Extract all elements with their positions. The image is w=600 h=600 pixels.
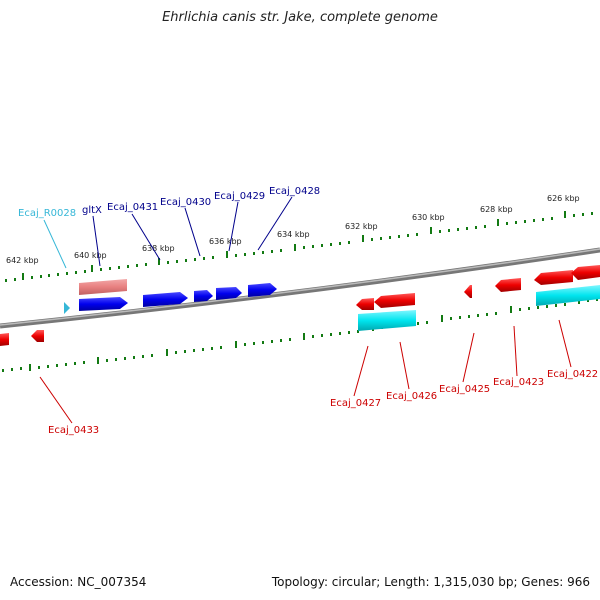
gene-label-gltx: gltX: [82, 205, 102, 216]
leader-line-0430: [184, 207, 201, 257]
cyan-feature-0422[interactable]: [536, 285, 600, 306]
scale-label-634: 634 kbp: [277, 230, 310, 239]
cyan-feature-0426[interactable]: [358, 310, 416, 331]
gene-0425[interactable]: [464, 285, 472, 298]
leader-line-r0028: [43, 219, 67, 269]
genome-title: Ehrlichia canis str. Jake, complete geno…: [162, 10, 438, 25]
gene-0427[interactable]: [356, 298, 374, 310]
genome-backbone-highlight: [0, 248, 600, 326]
rna-gene-r0028[interactable]: [64, 302, 70, 314]
leader-line-0433: [39, 376, 73, 424]
scale-label-640: 640 kbp: [74, 251, 107, 260]
gene-0422[interactable]: [534, 270, 573, 285]
leader-line-0431: [131, 213, 161, 261]
leader-line-0427: [353, 345, 369, 397]
gene-0423[interactable]: [495, 278, 521, 292]
leader-line-0422: [558, 319, 572, 368]
scale-label-642: 642 kbp: [6, 256, 39, 265]
gene-label-0426: Ecaj_0426: [386, 391, 437, 402]
gene-label-0433: Ecaj_0433: [48, 425, 99, 436]
leader-line-0426: [399, 341, 410, 390]
genome-summary: Topology: circular; Length: 1,315,030 bp…: [271, 575, 590, 589]
gene-0428[interactable]: [248, 283, 277, 297]
reverse-strand-features: [0, 265, 600, 346]
gene-0421[interactable]: [571, 265, 600, 280]
gene-labels-top: Ecaj_R0028 gltX Ecaj_0431 Ecaj_0430 Ecaj…: [18, 186, 320, 219]
leader-line-0429: [228, 201, 239, 252]
gene-gltx[interactable]: [79, 297, 128, 311]
leader-line-0428: [257, 196, 293, 251]
gene-0429[interactable]: [216, 287, 242, 300]
top-tick-ring: [5, 211, 593, 282]
gene-0433[interactable]: [31, 330, 44, 342]
scale-label-628: 628 kbp: [480, 205, 513, 214]
gene-label-0431: Ecaj_0431: [107, 202, 158, 213]
gene-label-0427: Ecaj_0427: [330, 398, 381, 409]
gene-0430[interactable]: [194, 290, 213, 302]
leader-line-gltx: [92, 215, 101, 267]
leader-line-0425: [462, 332, 475, 383]
gene-label-0425: Ecaj_0425: [439, 384, 490, 395]
forward-strand-features: [64, 279, 277, 314]
accession-label: Accession: NC_007354: [10, 575, 147, 589]
scale-label-638: 638 kbp: [142, 244, 175, 253]
leader-line-0423: [513, 325, 518, 377]
scale-labels: 642 kbp 640 kbp 638 kbp 636 kbp 634 kbp …: [6, 194, 580, 265]
gene-label-r0028: Ecaj_R0028: [18, 208, 76, 219]
gene-label-0422: Ecaj_0422: [547, 369, 598, 380]
scale-label-626: 626 kbp: [547, 194, 580, 203]
gene-label-0423: Ecaj_0423: [493, 377, 544, 388]
gene-labels-bottom: Ecaj_0433 Ecaj_0427 Ecaj_0426 Ecaj_0425 …: [48, 369, 598, 436]
gene-0431[interactable]: [143, 292, 188, 307]
scale-label-636: 636 kbp: [209, 237, 242, 246]
scale-label-630: 630 kbp: [412, 213, 445, 222]
gene-0426[interactable]: [374, 293, 415, 308]
gene-gltx-pink[interactable]: [79, 279, 127, 295]
gene-label-0430: Ecaj_0430: [160, 197, 211, 208]
genome-backbone: [0, 247, 600, 329]
scale-label-632: 632 kbp: [345, 222, 378, 231]
gene-0434[interactable]: [0, 333, 9, 346]
gene-label-0429: Ecaj_0429: [214, 191, 265, 202]
gene-label-0428: Ecaj_0428: [269, 186, 320, 197]
leader-lines: [39, 196, 572, 424]
